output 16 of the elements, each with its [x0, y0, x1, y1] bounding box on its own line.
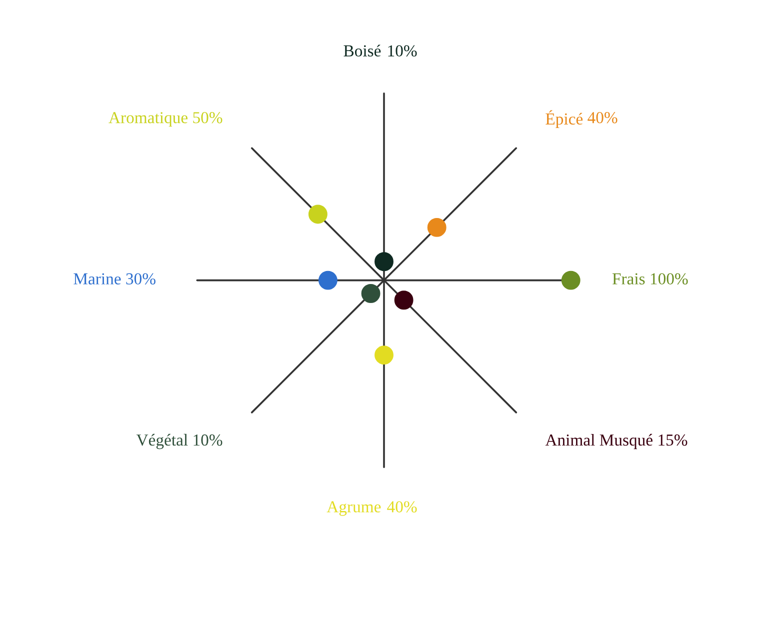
- category-label: Aromatique: [108, 112, 188, 127]
- category-label: Frais: [612, 273, 645, 284]
- data-label: 30%: [126, 273, 156, 285]
- category-label: Animal Musqué: [545, 434, 652, 450]
- data-label: 15%: [658, 434, 688, 446]
- category-label: Épicé: [546, 110, 583, 128]
- data-label: 40%: [588, 112, 618, 124]
- category-label: Agrume: [326, 501, 381, 516]
- data-label: 10%: [388, 45, 417, 57]
- category-label: Boisé: [344, 44, 381, 56]
- category-label: Végétal: [136, 434, 188, 450]
- data-label: 100%: [650, 273, 688, 285]
- data-label: 50%: [193, 112, 222, 124]
- category-label: Marine: [74, 273, 121, 284]
- data-label: 40%: [387, 501, 417, 512]
- data-label: 10%: [194, 434, 222, 446]
